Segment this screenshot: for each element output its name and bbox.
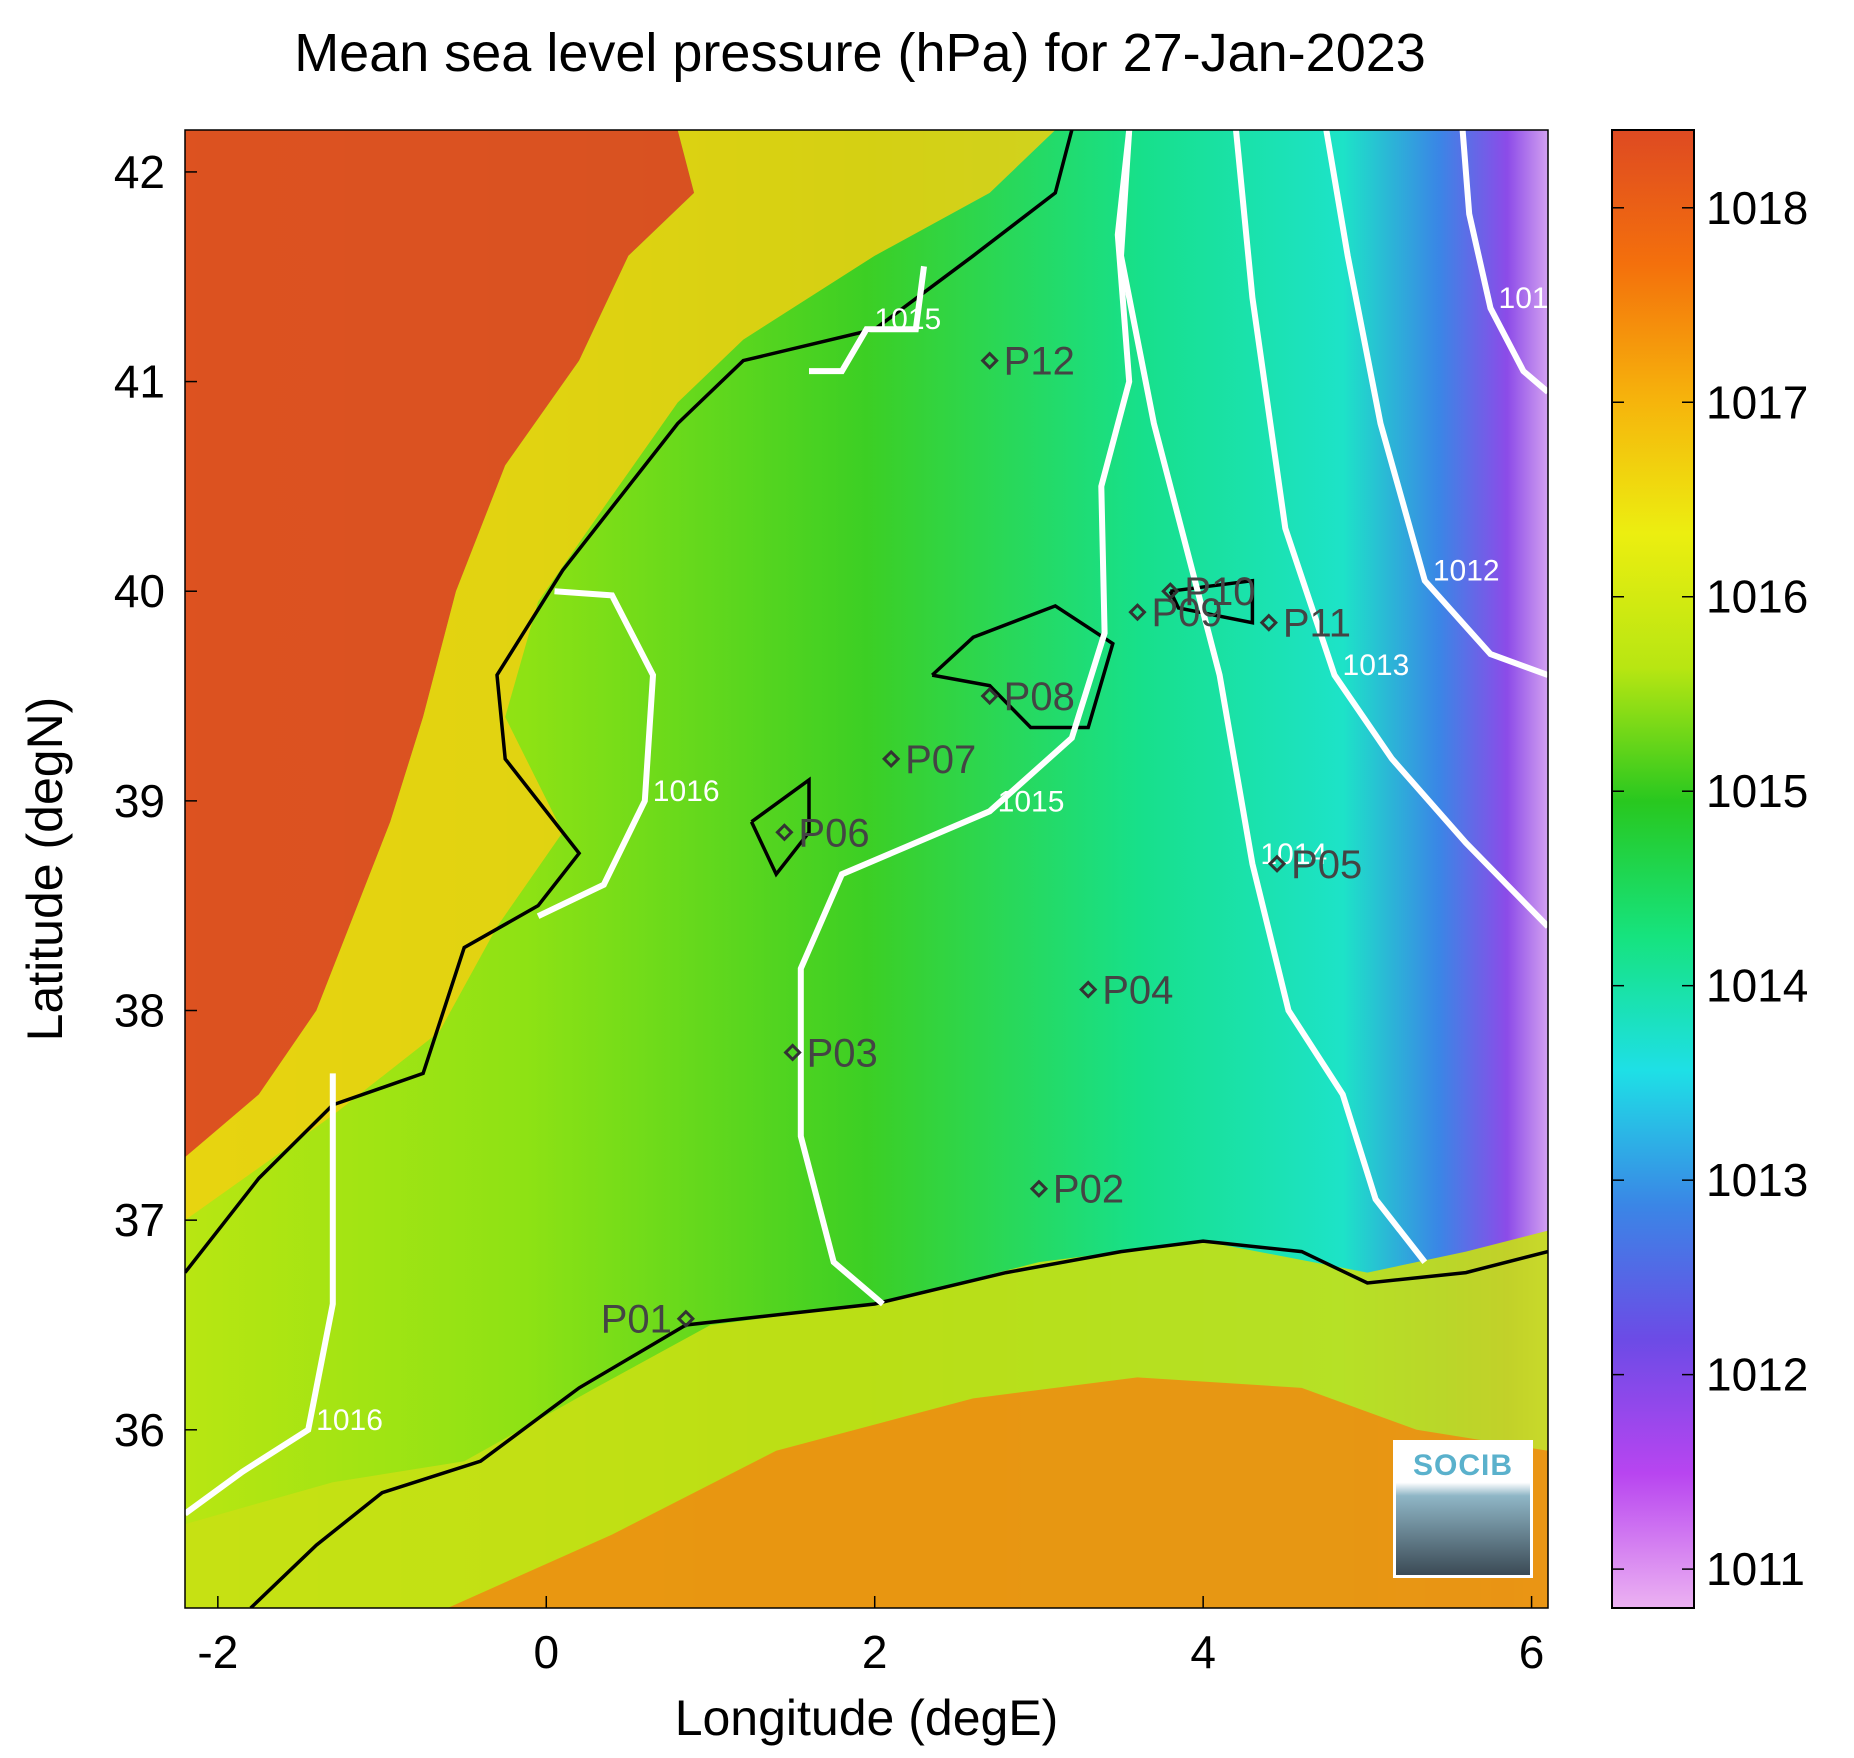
station-marker [1029,1179,1049,1198]
y-tick-label: 39 [114,775,165,827]
y-axis-label: Latitude (degN) [17,697,73,1042]
socib-logo-text: SOCIB [1412,1449,1513,1482]
colorbar-tick-label: 1011 [1706,1543,1805,1595]
isobar-1016 [536,588,657,919]
isobar-label: 1015 [875,303,942,336]
station-marker [980,686,999,706]
coastline [185,130,1548,1608]
station-marker [980,351,999,370]
socib-logo: SOCIB [1393,1440,1533,1578]
coastline-segment [931,603,1115,730]
isobar-label: 1015 [998,785,1065,818]
station-marker [1128,603,1147,622]
x-axis-label: Longitude (degE) [675,1690,1059,1746]
station-label: P10 [1184,570,1255,614]
station-label: P02 [1053,1168,1124,1212]
station-label: P07 [905,738,976,782]
x-tick-label: 6 [1519,1626,1545,1678]
station-marker [1267,854,1287,873]
colorbar-tick-label: 1017 [1706,376,1808,428]
coastline-segment [249,1239,1548,1608]
isobar-label: 1013 [1343,649,1410,682]
colorbar-tick-label: 1018 [1706,182,1808,234]
isobar-label: 1012 [1433,555,1500,588]
station-marker [775,823,794,842]
isobar-1016 [185,1073,336,1517]
station-label: P01 [601,1298,672,1342]
y-tick-label: 37 [114,1194,165,1246]
colorbar-tick-label: 1014 [1706,960,1808,1012]
station-label: P05 [1291,843,1362,887]
isobar-label: 1016 [653,775,720,808]
coastline-segment [1168,578,1255,625]
x-tick-label: 2 [862,1626,888,1678]
colorbar-ticks: 1011 1012 1013 1014 1015 1016 1017 1018 [1612,182,1808,1595]
station-label: P03 [807,1031,878,1075]
station-marker [1259,613,1278,632]
station-label: P06 [798,811,869,855]
y-axis-ticks: 36 37 38 39 40 41 42 [114,146,197,1456]
isobar-label: 1011 [1499,282,1564,315]
colorbar-tick-label: 1013 [1706,1154,1808,1206]
station-marker [1079,980,1098,999]
station-label: P12 [1004,340,1075,384]
x-tick-label: 0 [533,1626,559,1678]
x-axis-ticks: -2 0 2 4 6 [197,1596,1544,1678]
iberia-land-high-pressure [185,130,695,1158]
station-marker [783,1043,802,1062]
isobar-1014 [1117,130,1428,1264]
x-tick-label: 4 [1190,1626,1216,1678]
station-marker [1161,582,1180,601]
x-tick-label: -2 [197,1626,238,1678]
station-label: P09 [1151,591,1222,635]
station-label: P04 [1102,969,1173,1013]
station-marker [882,749,901,769]
colorbar [1611,129,1695,1609]
north-africa-high-band [447,1377,1548,1608]
map-frame [184,129,1549,1609]
isobar-1012 [1323,130,1548,678]
isobar-label: 1016 [316,1404,383,1437]
iberia-coastal-band [185,130,1056,1221]
y-tick-label: 36 [114,1404,165,1456]
isobar-1013 [1233,130,1548,929]
coastline-segment [185,130,1074,1274]
colorbar-tick-label: 1012 [1706,1349,1808,1401]
colorbar-tick-label: 1015 [1706,765,1808,817]
station-label: P08 [1004,675,1075,719]
y-tick-label: 41 [114,356,165,408]
isobar-1015 [797,130,1133,1307]
station-marker [676,1309,695,1328]
colorbar-tick-label: 1016 [1706,571,1808,623]
y-tick-label: 40 [114,565,165,617]
y-tick-label: 38 [114,985,165,1037]
isobar-1011 [1459,130,1548,395]
chart-title: Mean sea level pressure (hPa) for 27-Jan… [294,23,1426,83]
coastline-segment [749,776,811,878]
station-label: P11 [1283,602,1351,646]
isobar-1015 [809,265,927,375]
y-tick-label: 42 [114,146,165,198]
